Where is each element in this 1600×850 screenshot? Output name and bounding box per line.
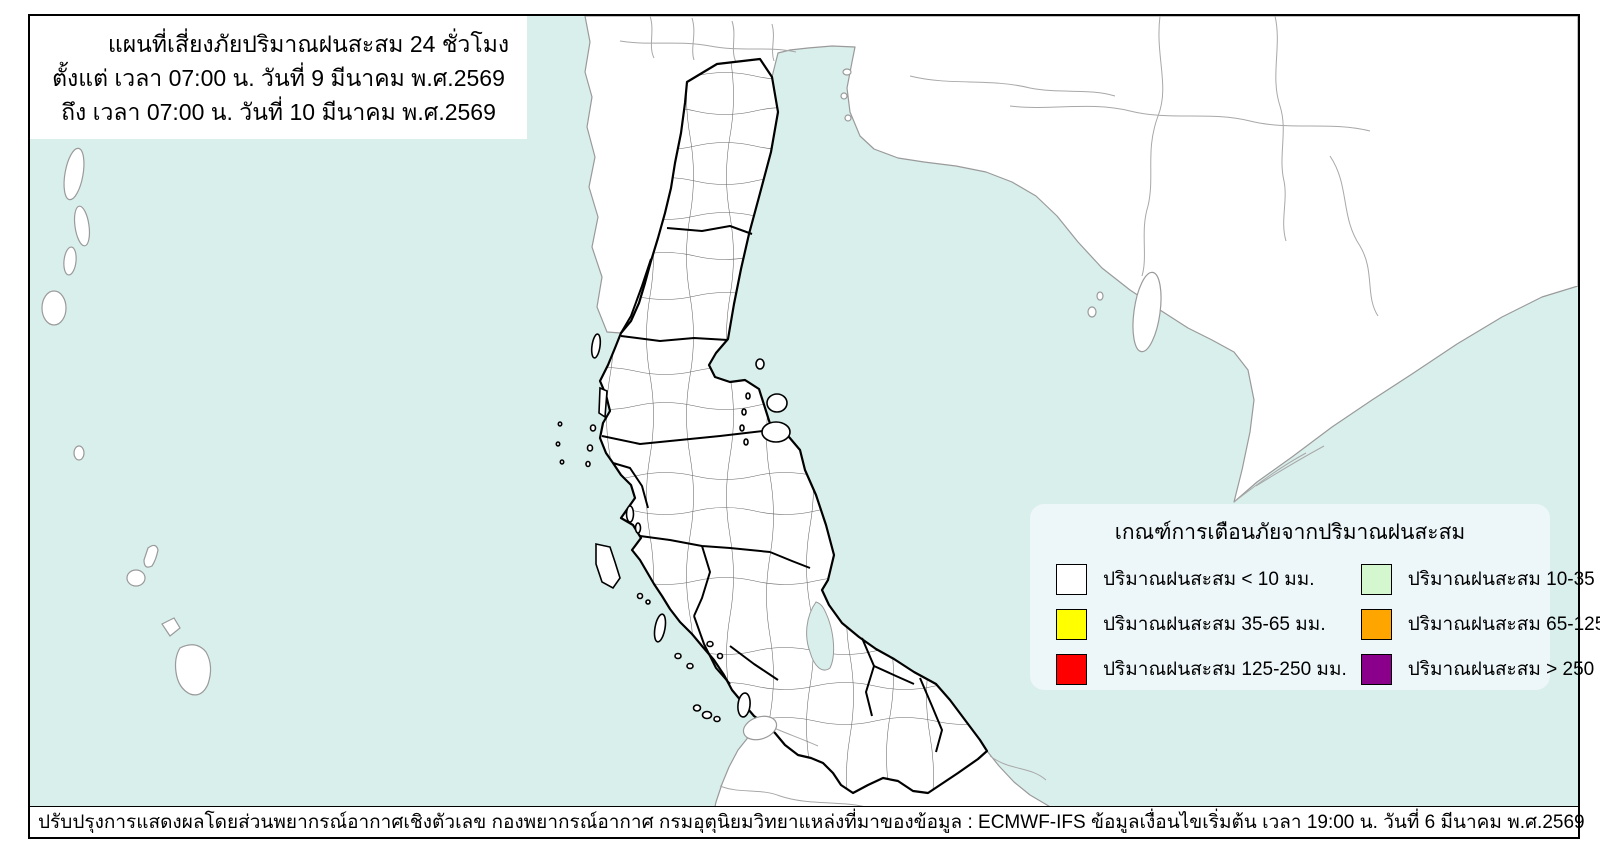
legend-label: ปริมาณฝนสะสม 10-35 มม. (1407, 569, 1600, 590)
province-borders (601, 225, 943, 753)
legend-item: ปริมาณฝนสะสม 10-35 มม. (1360, 561, 1600, 597)
legend-label: ปริมาณฝนสะสม 35-65 มม. (1103, 614, 1326, 635)
legend-swatch-65-125 (1360, 608, 1392, 640)
legend-swatch-125-250 (1056, 653, 1087, 685)
songkhla-lake (806, 601, 835, 671)
legend-label: ปริมาณฝนสะสม 65-125 มม. (1407, 614, 1600, 635)
legend-label: ปริมาณฝนสะสม < 10 มม. (1103, 569, 1315, 590)
map-title-box: แผนที่เสี่ยงภัยปริมาณฝนสะสม 24 ชั่วโมง ต… (30, 16, 527, 139)
legend-box: เกณฑ์การเตือนภัยจากปริมาณฝนสะสม ปริมาณฝน… (1030, 504, 1600, 690)
legend-item: ปริมาณฝนสะสม < 10 มม. (1056, 561, 1347, 597)
legend-swatch-lt10 (1056, 563, 1087, 595)
legend-item: ปริมาณฝนสะสม 35-65 มม. (1056, 606, 1347, 642)
footer-data-source: แหล่งที่มาของข้อมูล : ECMWF-IFS ข้อมูลเง… (798, 812, 1585, 833)
thai-islands (555, 333, 791, 723)
legend-label: ปริมาณฝนสะสม 125-250 มม. (1103, 659, 1347, 680)
thailand-rainfall-map (30, 16, 1578, 837)
map-title: แผนที่เสี่ยงภัยปริมาณฝนสะสม 24 ชั่วโมง (107, 30, 510, 57)
footer-bar: ปรับปรุงการแสดงผลโดยส่วนพยากรณ์อากาศเชิง… (30, 806, 1585, 837)
legend-swatch-10-35 (1360, 563, 1392, 595)
legend-item: ปริมาณฝนสะสม 125-250 มม. (1056, 651, 1347, 687)
legend-swatch-gt250 (1360, 653, 1392, 685)
legend-swatch-35-65 (1056, 608, 1087, 640)
legend-item: ปริมาณฝนสะสม > 250 มม. (1360, 651, 1600, 687)
footer-credit: ปรับปรุงการแสดงผลโดยส่วนพยากรณ์อากาศเชิง… (38, 812, 799, 833)
legend-title: เกณฑ์การเตือนภัยจากปริมาณฝนสะสม (1114, 521, 1466, 544)
thai-province-outline (598, 57, 989, 795)
gray-islands (41, 68, 1162, 741)
map-frame: แผนที่เสี่ยงภัยปริมาณฝนสะสม 24 ชั่วโมง ต… (28, 14, 1600, 839)
map-title-to: ถึง เวลา 07:00 น. วันที่ 10 มีนาคม พ.ศ.2… (61, 98, 496, 125)
legend-grid: ปริมาณฝนสะสม < 10 มม. ปริมาณฝนสะสม 10-35… (1056, 561, 1600, 687)
legend-item: ปริมาณฝนสะสม 65-125 มม. (1360, 606, 1600, 642)
legend-label: ปริมาณฝนสะสม > 250 มม. (1407, 659, 1600, 680)
map-title-from: ตั้งแต่ เวลา 07:00 น. วันที่ 9 มีนาคม พ.… (52, 64, 505, 91)
